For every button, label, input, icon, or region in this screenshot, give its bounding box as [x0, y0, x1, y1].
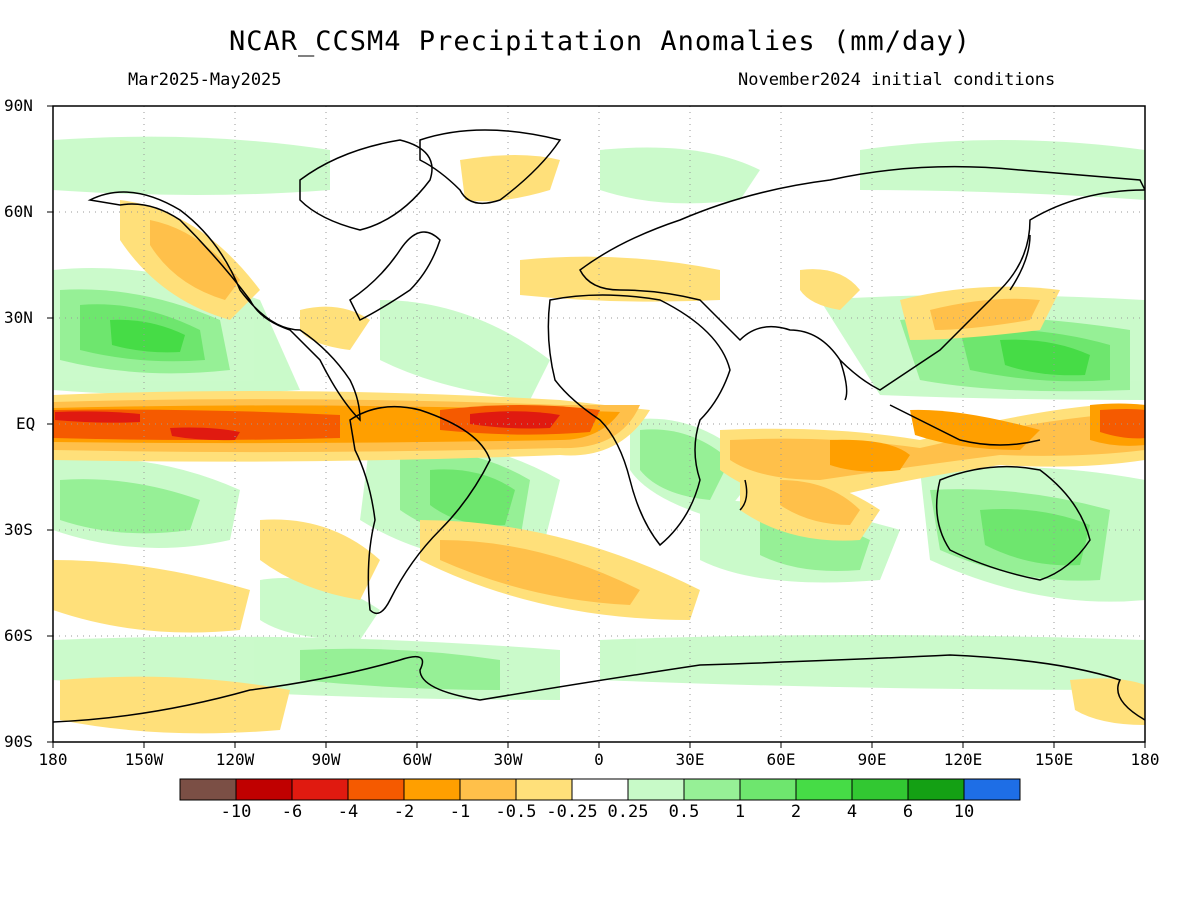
colorbar-swatch: [851, 778, 909, 801]
initial-conditions: November2024 initial conditions: [738, 70, 1056, 90]
lon-label: 90E: [857, 750, 887, 769]
colorbar-swatch: [179, 778, 237, 801]
colorbar-label: -10: [220, 802, 252, 822]
lon-label: 180: [38, 750, 68, 769]
colorbar-swatch: [515, 778, 573, 801]
lat-label-90s: 90S: [4, 732, 33, 751]
lat-label-60s: 60S: [4, 626, 33, 645]
colorbar-swatch: [291, 778, 349, 801]
colorbar-label: -0.25: [546, 802, 598, 822]
lat-label-90n: 90N: [4, 96, 33, 115]
lon-label: 150E: [1034, 750, 1074, 769]
lon-label: 180: [1130, 750, 1160, 769]
colorbar-swatch: [795, 778, 853, 801]
colorbar-label: -0.5: [495, 802, 537, 822]
lon-label: 120W: [215, 750, 255, 769]
colorbar-label: 0.25: [607, 802, 649, 822]
colorbar-swatch: [907, 778, 965, 801]
lon-label: 60E: [766, 750, 796, 769]
colorbar-label: -2: [393, 802, 415, 822]
lon-label: 0: [594, 750, 604, 769]
colorbar-label: 10: [953, 802, 975, 822]
colorbar-swatch: [739, 778, 797, 801]
lat-label-30n: 30N: [4, 308, 33, 327]
colorbar-label: -1: [449, 802, 471, 822]
colorbar-swatch: [571, 778, 629, 801]
colorbar-label: 6: [902, 802, 914, 822]
colorbar-label: -4: [337, 802, 359, 822]
lon-label: 30W: [493, 750, 523, 769]
lon-label: 60W: [402, 750, 432, 769]
lon-label: 30E: [675, 750, 705, 769]
graticule: [53, 106, 1145, 742]
colorbar-label: 1: [734, 802, 746, 822]
lat-label-30s: 30S: [4, 520, 33, 539]
forecast-period: Mar2025-May2025: [128, 70, 282, 90]
colorbar: [179, 778, 1021, 801]
colorbar-swatch: [403, 778, 461, 801]
lon-label: 150W: [124, 750, 164, 769]
colorbar-label: 4: [846, 802, 858, 822]
lon-label: 120E: [943, 750, 983, 769]
colorbar-swatch: [627, 778, 685, 801]
colorbar-swatch: [235, 778, 293, 801]
colorbar-swatch: [683, 778, 741, 801]
colorbar-label: 0.5: [668, 802, 700, 822]
anomaly-field: [53, 106, 1145, 742]
map-title: NCAR_CCSM4 Precipitation Anomalies (mm/d…: [229, 26, 971, 57]
colorbar-swatch: [963, 778, 1021, 801]
colorbar-label: 2: [790, 802, 802, 822]
colorbar-swatch: [459, 778, 517, 801]
coastlines: [53, 129, 1145, 723]
colorbar-swatch: [347, 778, 405, 801]
colorbar-label: -6: [281, 802, 303, 822]
lon-label: 90W: [311, 750, 341, 769]
lat-label-eq: EQ: [16, 414, 36, 433]
lat-label-60n: 60N: [4, 202, 33, 221]
